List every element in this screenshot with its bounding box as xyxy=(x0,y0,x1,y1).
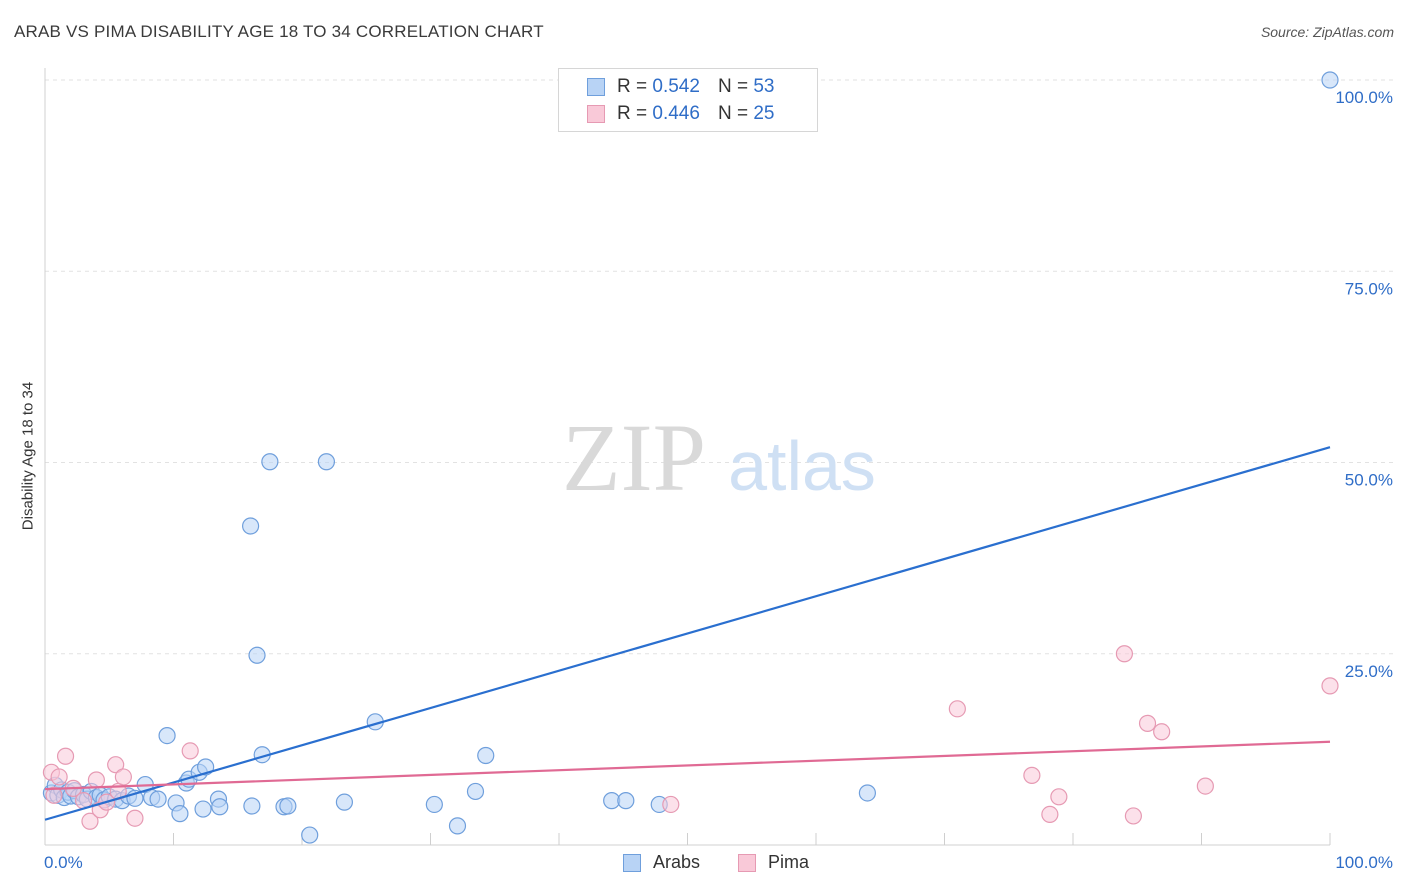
arabs-point xyxy=(149,790,167,808)
tick-labels: 25.0% 50.0% 75.0% 100.0% 0.0% 100.0% xyxy=(44,88,1393,872)
arabs-point xyxy=(158,727,176,745)
legend-r-value: 0.446 xyxy=(652,103,700,124)
pima-point xyxy=(126,809,144,827)
y-tick-label: 50.0% xyxy=(1345,471,1393,490)
legend-item-pima: Pima xyxy=(738,852,809,873)
axes xyxy=(44,68,1331,846)
trend-lines xyxy=(44,446,1331,821)
stats-legend: R = 0.542 N = 53 R = 0.446 N = 25 xyxy=(558,68,818,132)
legend-label-arabs: Arabs xyxy=(653,852,701,872)
pima-point xyxy=(1153,723,1171,741)
legend-item-arabs: Arabs xyxy=(623,852,700,873)
watermark: ZIP atlas xyxy=(562,404,876,511)
arabs-point xyxy=(261,453,279,471)
pima-point xyxy=(114,768,132,786)
y-tick-label: 75.0% xyxy=(1345,279,1393,298)
arabs-point xyxy=(301,826,319,844)
y-tick-label: 25.0% xyxy=(1345,662,1393,681)
pima-point xyxy=(662,795,680,814)
source-label: Source: ZipAtlas.com xyxy=(1260,24,1394,40)
pima-swatch xyxy=(587,105,605,123)
arabs-point xyxy=(211,798,229,816)
y-tick-label: 100.0% xyxy=(1335,88,1393,107)
pima-point xyxy=(56,747,75,765)
arabs-point xyxy=(171,805,189,823)
legend-row-arabs: R = 0.542 N = 53 xyxy=(587,76,774,98)
arabs-point xyxy=(477,746,495,765)
y-axis-label: Disability Age 18 to 34 xyxy=(19,381,37,531)
watermark-atlas: atlas xyxy=(728,427,876,505)
x-tick-label: 100.0% xyxy=(1335,853,1393,872)
gridlines xyxy=(45,79,1395,655)
legend-row-pima: R = 0.446 N = 25 xyxy=(587,103,774,125)
watermark-zip: ZIP xyxy=(562,404,706,511)
arabs-point xyxy=(279,797,297,815)
pima-point xyxy=(948,700,966,718)
arabs-point xyxy=(448,817,467,835)
pima-point xyxy=(50,768,68,786)
legend-label-pima: Pima xyxy=(768,852,810,872)
arabs-point xyxy=(242,517,260,535)
series-legend: Arabs Pima xyxy=(0,852,1406,878)
pima-point xyxy=(87,771,106,789)
pima-points xyxy=(42,645,1339,830)
arabs-point xyxy=(617,792,635,810)
pima-point xyxy=(1124,807,1142,825)
arabs-point xyxy=(335,793,354,811)
arabs-swatch xyxy=(623,853,641,872)
legend-n-value: 25 xyxy=(753,103,775,124)
arabs-point xyxy=(466,782,485,801)
legend-r-label: R = xyxy=(617,76,648,97)
arabs-point xyxy=(248,646,266,664)
arabs-point xyxy=(425,795,443,814)
pima-point xyxy=(1321,677,1339,695)
pima-point xyxy=(1041,805,1059,824)
pima-point xyxy=(1196,777,1214,795)
legend-r-label: R = xyxy=(617,103,648,124)
pima-point xyxy=(1050,788,1068,806)
pima-point xyxy=(107,756,125,774)
pima-point xyxy=(181,742,199,760)
arabs-point xyxy=(317,453,336,471)
arabs-trend-line xyxy=(44,446,1331,821)
legend-n-value: 53 xyxy=(753,76,775,97)
pima-point xyxy=(1115,645,1134,663)
legend-r-value: 0.542 xyxy=(652,76,700,97)
arabs-swatch xyxy=(587,78,605,96)
pima-point xyxy=(1023,766,1041,784)
pima-swatch xyxy=(738,853,756,872)
arabs-point xyxy=(1321,71,1339,89)
arabs-point xyxy=(243,797,261,815)
arabs-point xyxy=(194,800,212,818)
legend-n-label: N = xyxy=(717,76,749,97)
pima-point xyxy=(81,812,99,830)
x-tick-label: 0.0% xyxy=(44,853,83,872)
legend-n-label: N = xyxy=(717,103,749,124)
pima-trend-line xyxy=(44,740,1331,791)
arabs-point xyxy=(858,784,877,802)
chart-title: ARAB VS PIMA DISABILITY AGE 18 TO 34 COR… xyxy=(14,22,544,41)
pima-point xyxy=(45,786,63,804)
pima-point xyxy=(1138,714,1157,732)
